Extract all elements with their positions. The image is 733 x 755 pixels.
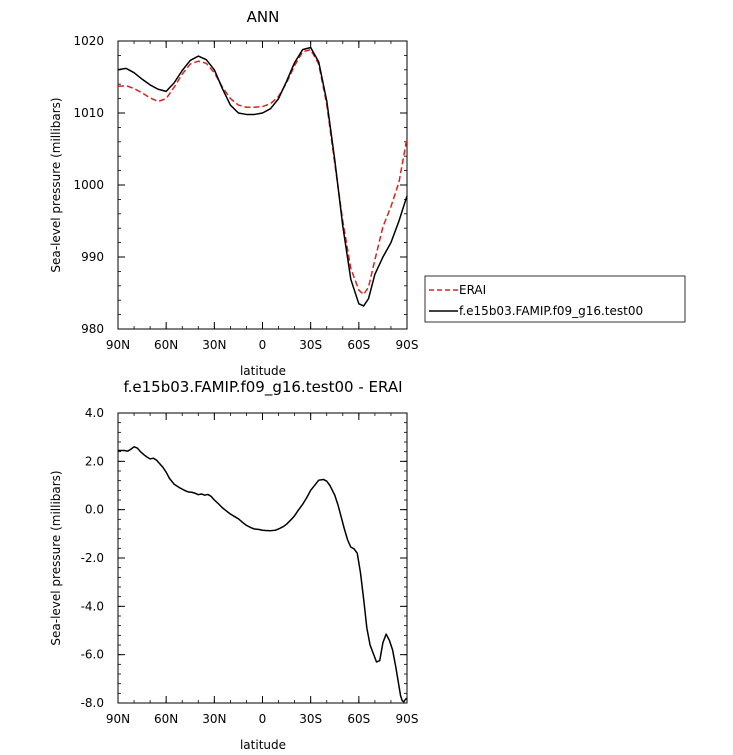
chart2-x-tick-label: 60N: [154, 712, 178, 726]
chart2-y-axis-label: Sea-level pressure (millibars): [49, 470, 63, 645]
chart1-x-tick-label: 90S: [396, 338, 419, 352]
chart1-plot-frame: [117, 40, 408, 330]
chart1-series-line-erai: [117, 48, 408, 296]
chart2-x-tick-label: 90N: [106, 712, 130, 726]
chart2-x-axis-label: latitude: [240, 738, 286, 752]
chart2-y-tick-label: -4.0: [81, 599, 104, 613]
legend-box: [424, 275, 686, 323]
chart1-y-tick-label: 980: [81, 322, 104, 336]
chart1-legend: ERAI f.e15b03.FAMIP.f09_g16.test00: [424, 275, 686, 323]
chart1-y-axis-label: Sea-level pressure (millibars): [49, 97, 63, 272]
chart1-axes: 90N 60N 30N 0 30S 60S 90S 980 990 1000 1010 1020: [73, 34, 418, 352]
chart1-x-tick-label: 30S: [299, 338, 322, 352]
legend-label-erai: ERAI: [459, 283, 486, 297]
chart1-y-tick-label: 1010: [73, 106, 104, 120]
chart1-x-tick-label: 90N: [106, 338, 130, 352]
legend-label-model: f.e15b03.FAMIP.f09_g16.test00: [459, 304, 643, 318]
chart1-x-tick-label: 60S: [347, 338, 370, 352]
chart2-y-tick-label: 4.0: [85, 406, 104, 420]
chart2-y-tick-label: -6.0: [81, 648, 104, 662]
chart2-y-tick-label: 2.0: [85, 454, 104, 468]
chart2-x-tick-label: 90S: [396, 712, 419, 726]
chart2-x-tick-label: 30N: [202, 712, 226, 726]
chart2-plot-frame: [117, 412, 408, 704]
chart1-y-tick-label: 1020: [73, 34, 104, 48]
chart1-x-tick-label: 60N: [154, 338, 178, 352]
chart1-series-group: [117, 46, 408, 307]
chart1-y-tick-label: 1000: [73, 178, 104, 192]
chart2-axes: 90N 60N 30N 0 30S 60S 90S -8.0 -6.0 -4.0 -2.0 0.0 2.…: [81, 406, 419, 726]
chart1-y-tick-label: 990: [81, 250, 104, 264]
chart1-x-axis-label: latitude: [240, 364, 286, 378]
chart2-x-tick-label: 30S: [299, 712, 322, 726]
chart2-x-tick-label: 0: [259, 712, 267, 726]
chart2-title: f.e15b03.FAMIP.f09_g16.test00 - ERAI: [123, 378, 402, 397]
chart2-y-tick-label: -8.0: [81, 696, 104, 710]
chart2-series-line-1: [118, 446, 408, 703]
chart1-x-tick-label: 0: [259, 338, 267, 352]
chart2-y-tick-label: 0.0: [85, 503, 104, 517]
chart2-series-group: [118, 446, 408, 703]
chart1-title: ANN: [247, 8, 280, 26]
chart2-y-tick-label: -2.0: [81, 551, 104, 565]
chart1-series-line-f-e15b03-famip-f09-g16-test00: [117, 46, 408, 307]
chart2-x-tick-label: 60S: [347, 712, 370, 726]
chart1-x-tick-label: 30N: [202, 338, 226, 352]
